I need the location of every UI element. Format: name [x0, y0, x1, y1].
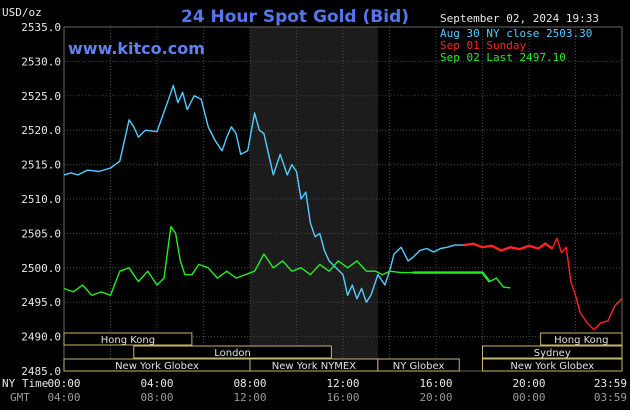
x-tick-label-ny: 00:00	[47, 377, 80, 390]
x-tick-label-ny: 23:59	[594, 377, 627, 390]
session-bar	[377, 358, 460, 372]
session-bar	[133, 345, 332, 359]
series-sep02-line-flat	[412, 271, 491, 283]
legend-item-sep02: Sep 02 Last 2497.10	[440, 51, 566, 64]
x-tick-label-gmt: 04:00	[47, 391, 80, 404]
session-label: Hong Kong	[554, 335, 608, 346]
y-tick-label: 2490.0	[21, 331, 61, 344]
y-tick-label: 2510.0	[21, 193, 61, 206]
chart-timestamp: September 02, 2024 19:33	[440, 12, 599, 25]
y-tick-label: 2520.0	[21, 124, 61, 137]
site-watermark: www.kitco.com	[68, 39, 205, 58]
y-tick-label: 2535.0	[21, 21, 61, 34]
gmt-label: GMT	[10, 391, 30, 404]
series-aug30-line	[63, 84, 464, 303]
session-bar	[63, 332, 193, 346]
legend-item-sep01: Sep 01 Sunday	[440, 39, 526, 52]
session-label: Hong Kong	[101, 335, 155, 346]
session-bar	[482, 345, 623, 359]
session-label: New York Globex	[510, 361, 594, 372]
y-tick-label: 2500.0	[21, 262, 61, 275]
x-tick-label-ny: 20:00	[512, 377, 545, 390]
y-tick-label: 2505.0	[21, 227, 61, 240]
x-tick-label-gmt: 00:00	[512, 391, 545, 404]
session-bars: Hong Kong London New York Globex New York N…	[63, 332, 623, 372]
x-tick-label-ny: 16:00	[419, 377, 452, 390]
x-tick-label-ny: 12:00	[326, 377, 359, 390]
session-label: New York NYMEX	[272, 361, 357, 372]
x-tick-label-gmt: 08:00	[140, 391, 173, 404]
ny-time-label: NY Time	[2, 377, 48, 390]
series-layer	[63, 84, 623, 331]
legend-item-aug30: Aug 30 NY close 2503.30	[440, 27, 592, 40]
x-tick-label-ny: 04:00	[140, 377, 173, 390]
x-tick-label-gmt: 03:59	[594, 391, 627, 404]
y-tick-label: 2530.0	[21, 55, 61, 68]
y-tick-label: 2485.0	[21, 365, 61, 378]
y-tick-label: 2525.0	[21, 90, 61, 103]
series-sep01-line-flat	[463, 242, 553, 252]
session-label: NY Globex	[393, 361, 445, 372]
x-tick-labels: 00:00 04:00 08:00 12:00 16:00 20:00 23:5904:00…	[47, 377, 627, 404]
session-bar	[482, 358, 623, 372]
x-tick-label-gmt: 20:00	[419, 391, 452, 404]
x-tick-label-gmt: 12:00	[233, 391, 266, 404]
y-tick-label: 2515.0	[21, 159, 61, 172]
y-tick-label: 2495.0	[21, 296, 61, 309]
session-label: London	[214, 348, 251, 359]
legend: Aug 30 NY close 2503.30 Sep 01 Sunday Se…	[440, 27, 592, 64]
session-label: New York Globex	[115, 361, 199, 372]
y-tick-labels: 2485.0 2490.0 2495.0 2500.0 2505.0 2510.0 2515…	[21, 21, 61, 378]
grid-layer	[63, 26, 623, 372]
x-tick-label-gmt: 16:00	[326, 391, 359, 404]
y-axis-unit: USD/oz	[2, 6, 42, 19]
chart-title: 24 Hour Spot Gold (Bid)	[181, 7, 409, 27]
x-tick-label-ny: 08:00	[233, 377, 266, 390]
session-label: Sydney	[534, 348, 571, 359]
session-bar	[540, 332, 623, 346]
